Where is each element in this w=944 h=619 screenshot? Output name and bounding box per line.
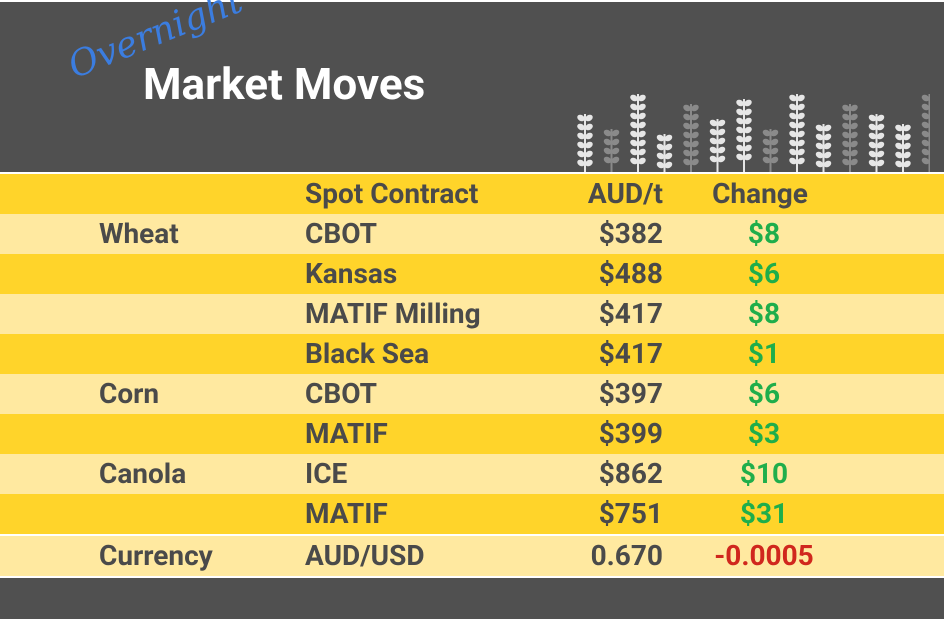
contract: CBOT [305, 217, 377, 250]
wheat-stalk [577, 114, 593, 172]
table-row: Corn CBOT $397 $6 [0, 374, 944, 414]
change: $3 [747, 417, 781, 450]
commodity: Canola [99, 457, 187, 490]
contract: MATIF [305, 497, 388, 530]
table-row: Wheat CBOT $382 $8 [0, 214, 944, 254]
wheat-decoration [577, 94, 930, 172]
price: $382 [598, 217, 663, 250]
price: $488 [598, 257, 663, 290]
table-row: Currency AUD/USD 0.670 -0.0005 [0, 536, 944, 576]
wheat-stalk [895, 124, 911, 172]
change: $6 [747, 257, 781, 290]
table-row: Kansas $488 $6 [0, 254, 944, 294]
footer-band [0, 578, 944, 619]
header-band [0, 2, 944, 172]
column-header: AUD/t [587, 177, 663, 210]
price: 0.670 [590, 539, 663, 572]
commodity: Corn [99, 377, 160, 410]
change: -0.0005 [714, 539, 814, 572]
wheat-stalk [762, 129, 779, 172]
contract: CBOT [305, 377, 377, 410]
price: $751 [598, 497, 663, 530]
column-header: Change [712, 177, 808, 210]
wheat-stalk [630, 94, 646, 172]
table-row: Black Sea $417 $1 [0, 334, 944, 374]
change: $8 [747, 217, 781, 250]
price: $417 [598, 337, 663, 370]
change: $31 [739, 497, 789, 530]
wheat-stalk [815, 124, 832, 172]
header-row: Spot Contract AUD/t Change [0, 174, 944, 214]
wheat-stalk [921, 94, 930, 172]
wheat-stalk [842, 104, 858, 172]
change: $1 [747, 337, 781, 370]
table-row: MATIF $751 $31 [0, 494, 944, 534]
table-row: Canola ICE $862 $10 [0, 454, 944, 494]
wheat-stalk [736, 99, 752, 172]
column-header: Spot Contract [305, 177, 479, 210]
contract: ICE [305, 457, 348, 490]
table-row: MATIF $399 $3 [0, 414, 944, 454]
commodity: Wheat [99, 217, 179, 250]
table-row: MATIF Milling $417 $8 [0, 294, 944, 334]
price: $397 [598, 377, 663, 410]
contract: Black Sea [305, 337, 430, 370]
wheat-stalk [656, 134, 673, 172]
wheat-stalk [868, 114, 885, 172]
contract: Kansas [305, 257, 398, 290]
contract: MATIF [305, 417, 388, 450]
change: $8 [747, 297, 781, 330]
header-title: Market Moves [143, 58, 426, 110]
wheat-stalk [603, 129, 620, 172]
commodity: Currency [99, 539, 213, 572]
contract: AUD/USD [305, 539, 425, 572]
contract: MATIF Milling [305, 297, 481, 330]
change: $6 [747, 377, 781, 410]
price: $417 [598, 297, 663, 330]
change: $10 [739, 457, 789, 490]
wheat-stalk [709, 119, 726, 172]
wheat-stalk [789, 94, 805, 172]
price: $862 [598, 457, 663, 490]
wheat-stalk [683, 104, 699, 172]
price: $399 [598, 417, 663, 450]
